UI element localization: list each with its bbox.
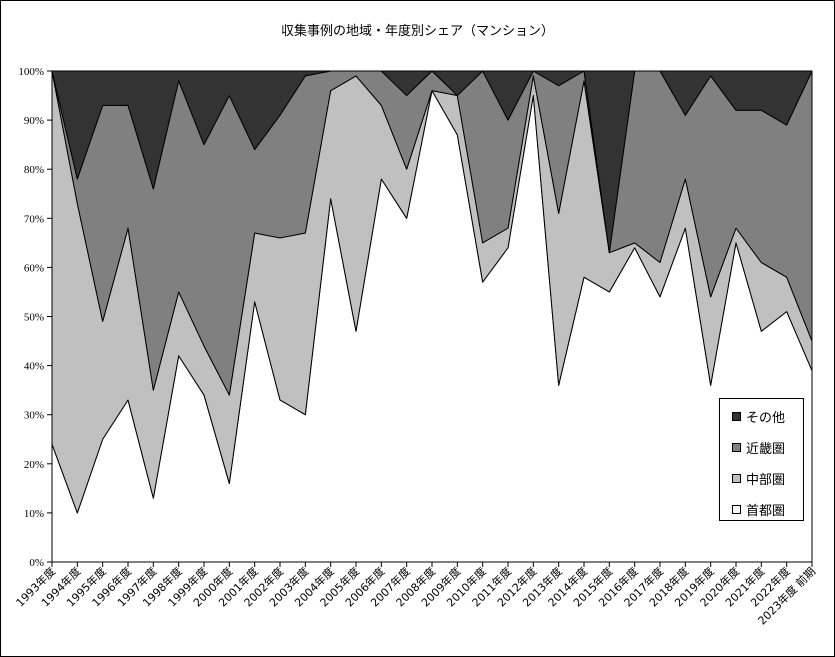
legend-item: 首都圏 [732,500,786,519]
legend-label: 首都圏 [746,503,786,519]
y-tick-label: 40% [24,361,44,373]
legend-item: その他 [732,407,786,426]
legend-swatch [732,473,741,483]
y-tick-label: 30% [24,410,44,422]
legend-swatch [732,411,741,421]
legend-swatch [732,504,741,514]
legend-item: 近畿圏 [732,438,786,457]
legend-swatch [732,442,741,452]
y-tick-label: 70% [24,213,44,225]
legend-item: 中部圏 [732,469,786,488]
axes-layer [47,70,813,567]
y-tick-label: 20% [24,459,44,471]
legend: その他近畿圏中部圏首都圏 [719,398,804,521]
y-tick-label: 50% [24,312,44,324]
y-tick-label: 0% [29,557,44,569]
y-tick-label: 90% [24,115,44,127]
legend-label: 中部圏 [746,472,786,488]
y-tick-label: 60% [24,262,44,274]
y-tick-label: 10% [24,508,44,520]
legend-label: 近畿圏 [746,441,786,457]
y-tick-label: 80% [24,164,44,176]
chart-title: 収集事例の地域・年度別シェア（マンション） [280,24,554,39]
area-layer [51,70,813,563]
legend-label: その他 [746,410,786,426]
y-tick-label: 100% [18,66,44,78]
